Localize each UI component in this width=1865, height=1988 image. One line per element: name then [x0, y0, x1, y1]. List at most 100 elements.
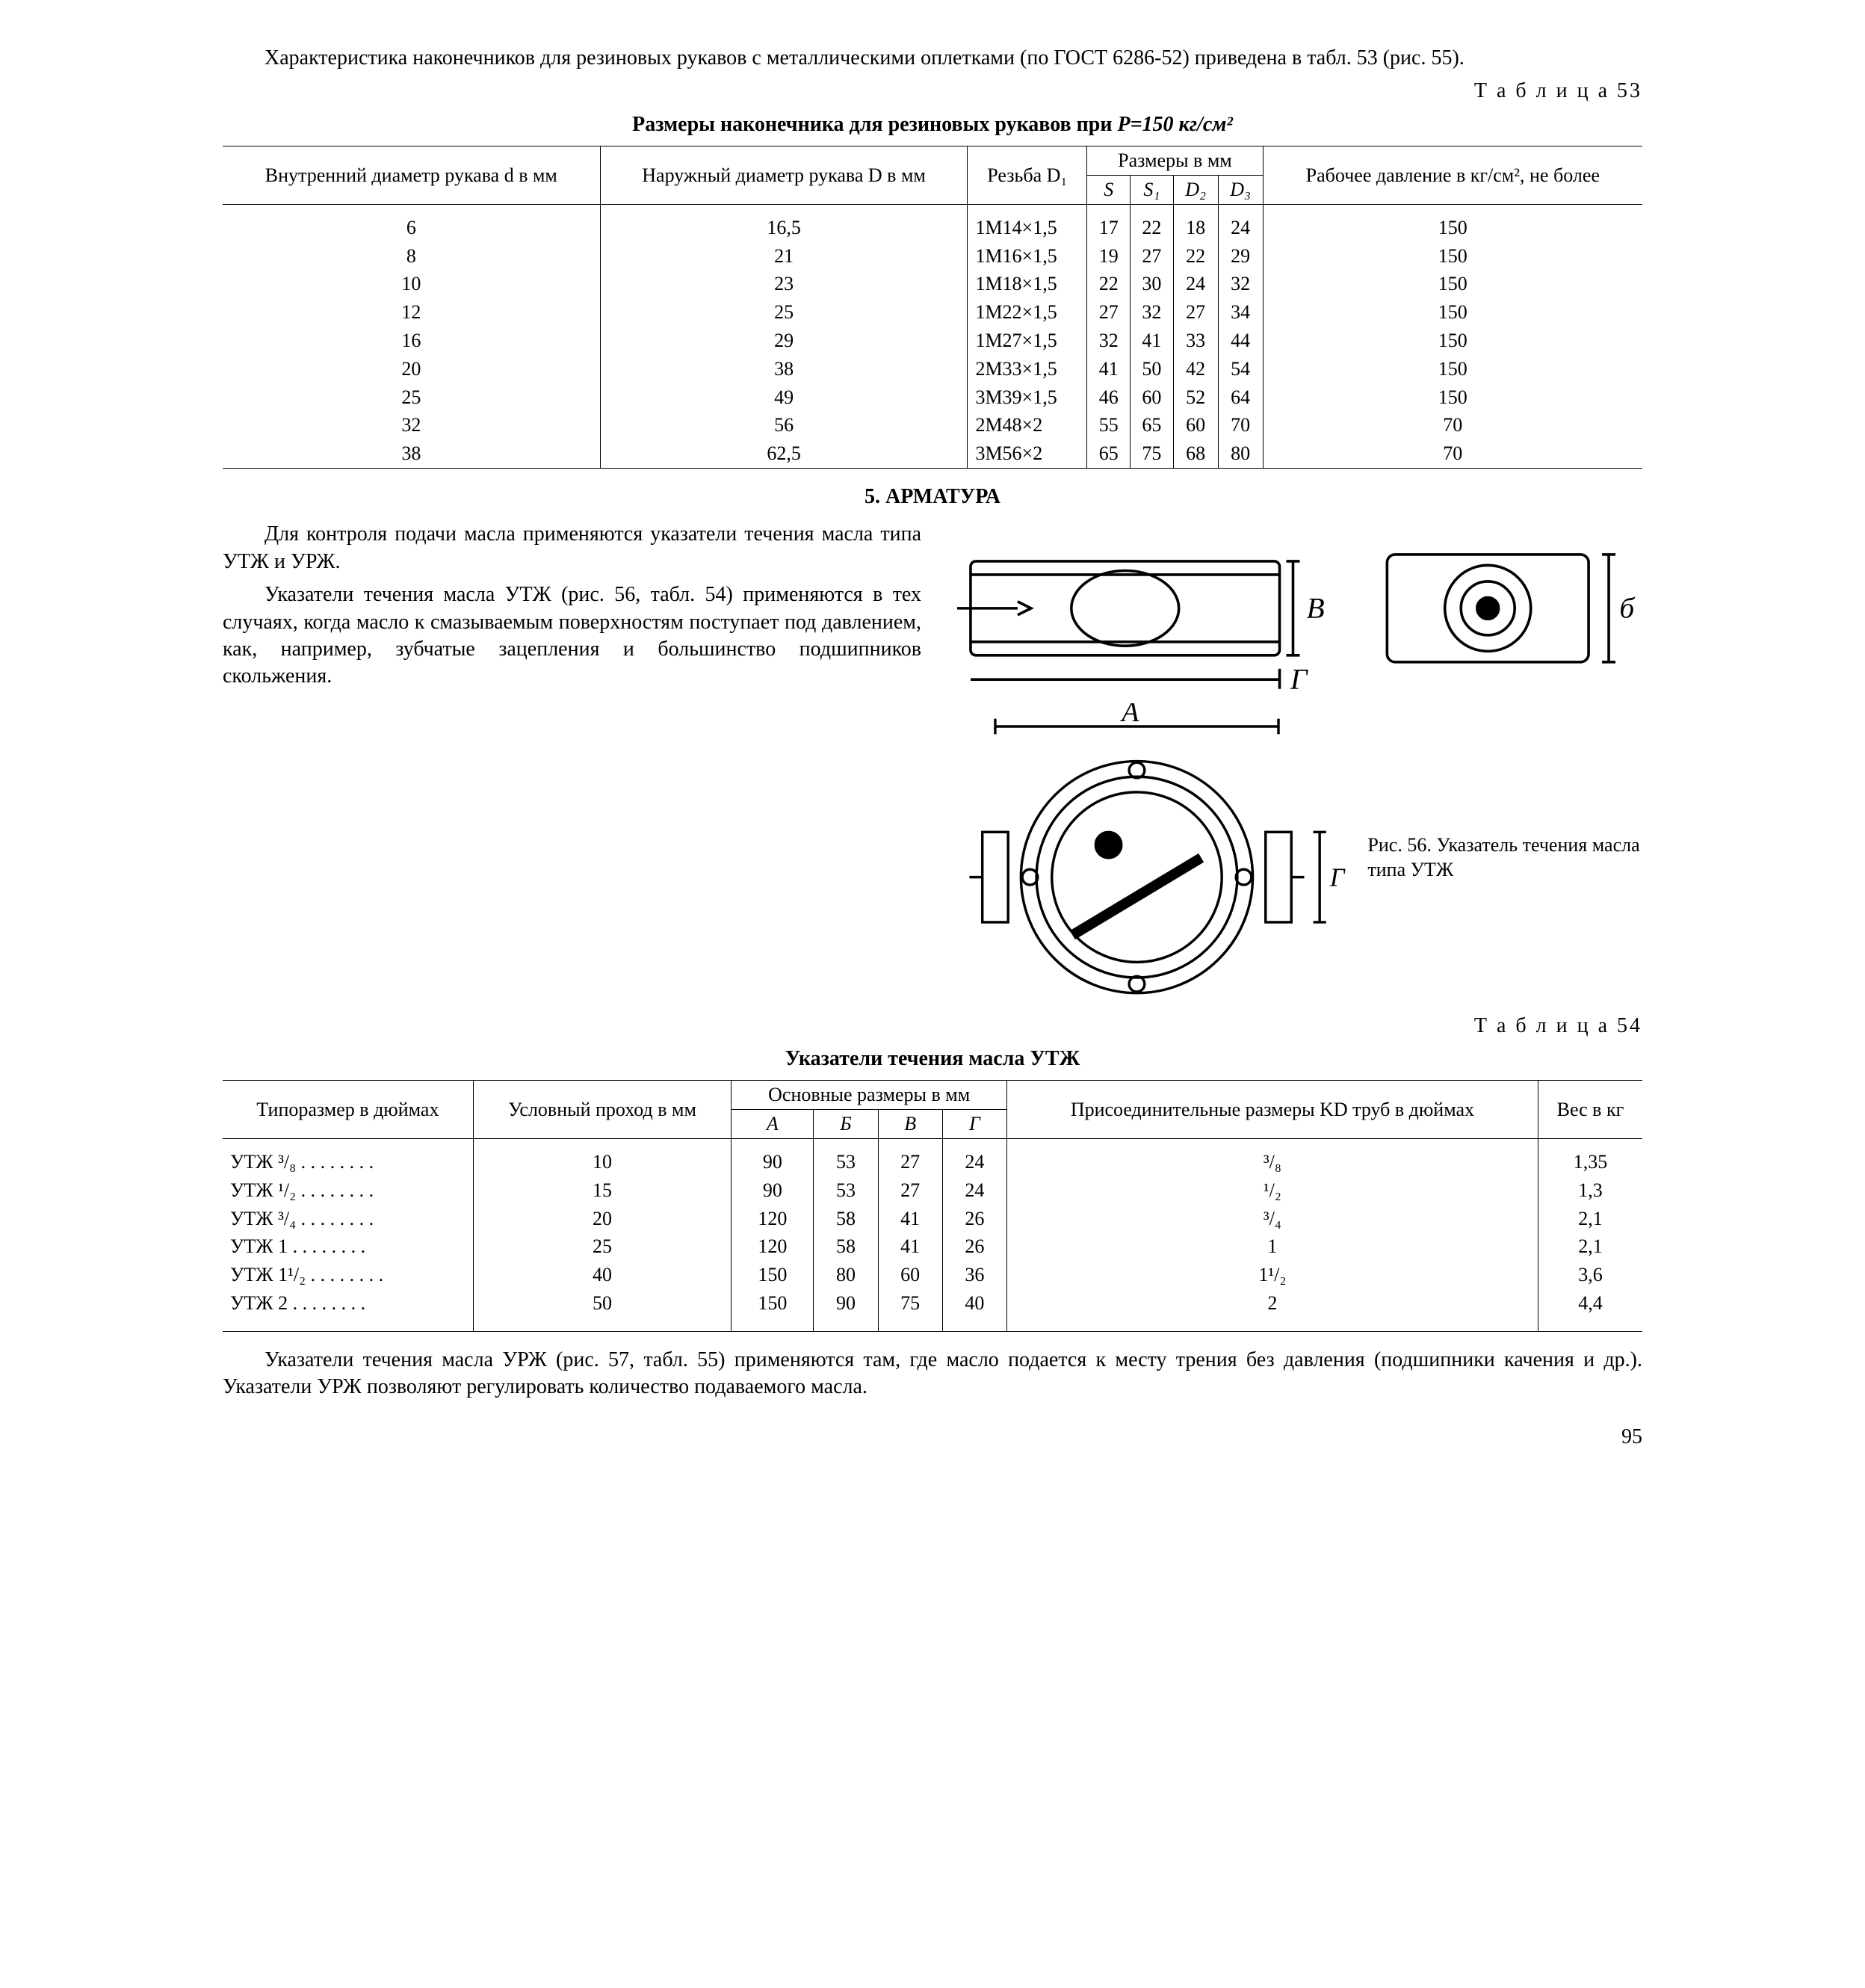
table-cell: 40 [473, 1261, 732, 1289]
t54-h-dims: Основные размеры в мм [732, 1081, 1007, 1110]
table-cell: 150 [1263, 204, 1642, 241]
table-cell: 150 [1263, 270, 1642, 298]
table-cell: 27 [1173, 298, 1218, 327]
table-cell: 120 [732, 1205, 814, 1233]
table-cell: 50 [473, 1289, 732, 1331]
table-cell: 150 [732, 1289, 814, 1331]
table-cell: 27 [878, 1139, 942, 1176]
table-cell: 30 [1131, 270, 1174, 298]
table-cell: 120 [732, 1232, 814, 1261]
table-cell: 38 [600, 355, 968, 383]
t53-h-Dout: Наружный диаметр рукава D в мм [600, 146, 968, 205]
svg-text:Г: Г [1290, 663, 1308, 696]
table-row: УТЖ ³/₈ . . . . . . . .1090532724³/₈1,35 [223, 1139, 1642, 1176]
table-cell: 15 [473, 1176, 732, 1205]
svg-text:Г: Г [1329, 864, 1346, 892]
table-cell: 54 [1218, 355, 1263, 383]
table-cell: 90 [732, 1176, 814, 1205]
table-cell: 2 [1006, 1289, 1538, 1331]
table-cell: 1М18×1,5 [968, 270, 1087, 298]
t53-h-S1: S₁ [1131, 175, 1174, 204]
table-cell: 24 [1218, 204, 1263, 241]
table-cell: 1,35 [1538, 1139, 1642, 1176]
table-row: 12251М22×1,527322734150 [223, 298, 1642, 327]
table-row: УТЖ 2 . . . . . . . .5015090754024,4 [223, 1289, 1642, 1331]
last-paragraph: Указатели течения масла УРЖ (рис. 57, та… [223, 1347, 1642, 1401]
table-cell: 32 [1087, 327, 1131, 355]
table-cell: 42 [1173, 355, 1218, 383]
table-row: УТЖ 1 . . . . . . . .2512058412612,1 [223, 1232, 1642, 1261]
section5-text: Для контроля подачи масла применяются ук… [223, 521, 921, 696]
table-cell: 26 [942, 1205, 1006, 1233]
table-cell: 3М39×1,5 [968, 383, 1087, 412]
page: Характеристика наконечников для резиновы… [223, 45, 1642, 1451]
table-row: УТЖ ³/₄ . . . . . . . .20120584126³/₄2,1 [223, 1205, 1642, 1233]
table-cell: 12 [223, 298, 600, 327]
table-row: 20382М33×1,541504254150 [223, 355, 1642, 383]
table-cell: 24 [1173, 270, 1218, 298]
table-row: 3862,53М56×26575688070 [223, 439, 1642, 468]
table-cell: 150 [1263, 355, 1642, 383]
table-cell: 24 [942, 1139, 1006, 1176]
table-cell: 1,3 [1538, 1176, 1642, 1205]
table-cell: 29 [600, 327, 968, 355]
fig56-caption: Рис. 56. Указатель течения масла ти­па У… [1367, 833, 1642, 882]
table-row: 616,51М14×1,517221824150 [223, 204, 1642, 241]
t54-h-V: В [878, 1110, 942, 1139]
t53-h-thread: Резьба D₁ [968, 146, 1087, 205]
table-cell: 32 [1218, 270, 1263, 298]
table-cell: 49 [600, 383, 968, 412]
table-cell: 2,1 [1538, 1205, 1642, 1233]
table-cell: 44 [1218, 327, 1263, 355]
table-cell: УТЖ ³/₄ . . . . . . . . [223, 1205, 473, 1233]
table-row: 8211М16×1,519272229150 [223, 242, 1642, 271]
t54-h-type: Типоразмер в дюймах [223, 1081, 473, 1139]
table-cell: 3,6 [1538, 1261, 1642, 1289]
t53-h-dims: Размеры в мм [1087, 146, 1263, 176]
table-cell: 68 [1173, 439, 1218, 468]
table-cell: 25 [473, 1232, 732, 1261]
t54-h-G: Г [942, 1110, 1006, 1139]
svg-text:А: А [1119, 703, 1139, 728]
table-cell: 150 [732, 1261, 814, 1289]
table-cell: УТЖ ¹/₂ . . . . . . . . [223, 1176, 473, 1205]
table-cell: 70 [1218, 411, 1263, 439]
table-cell: 60 [1131, 383, 1174, 412]
table-row: 32562М48×25565607070 [223, 411, 1642, 439]
table-cell: 53 [814, 1176, 878, 1205]
table-cell: 27 [1087, 298, 1131, 327]
svg-text:В: В [1306, 592, 1324, 625]
table-cell: 1 [1006, 1232, 1538, 1261]
table-cell: 53 [814, 1139, 878, 1176]
table-cell: 16 [223, 327, 600, 355]
table-cell: 34 [1218, 298, 1263, 327]
table-cell: ¹/₂ [1006, 1176, 1538, 1205]
page-number: 95 [223, 1424, 1642, 1451]
table-cell: 75 [878, 1289, 942, 1331]
para5b: Указатели течения масла УТЖ (рис. 56, та… [223, 581, 921, 691]
table-cell: 55 [1087, 411, 1131, 439]
table-cell: 41 [1131, 327, 1174, 355]
table-cell: 24 [942, 1176, 1006, 1205]
table53-title-text: Размеры наконечника для резиновых рукаво… [632, 113, 1117, 136]
table-cell: 2,1 [1538, 1232, 1642, 1261]
table-cell: 1М27×1,5 [968, 327, 1087, 355]
table-cell: УТЖ 2 . . . . . . . . [223, 1289, 473, 1331]
table54-label: Т а б л и ц а 54 [223, 1013, 1642, 1040]
table-cell: 16,5 [600, 204, 968, 241]
table-cell: 2М33×1,5 [968, 355, 1087, 383]
table-cell: 80 [1218, 439, 1263, 468]
table-cell: 1М14×1,5 [968, 204, 1087, 241]
table-cell: 38 [223, 439, 600, 468]
table-cell: 46 [1087, 383, 1131, 412]
table-cell: 150 [1263, 327, 1642, 355]
table-cell: 80 [814, 1261, 878, 1289]
table-cell: УТЖ ³/₈ . . . . . . . . [223, 1139, 473, 1176]
table-cell: 1¹/₂ [1006, 1261, 1538, 1289]
table-cell: 22 [1173, 242, 1218, 271]
table53-title: Размеры наконечника для резиновых рукаво… [223, 111, 1642, 138]
fig56-top-svg: В б Г [944, 521, 1642, 696]
para5a: Для контроля подачи масла применяются ук… [223, 521, 921, 575]
table-cell: 65 [1087, 439, 1131, 468]
table-cell: 65 [1131, 411, 1174, 439]
